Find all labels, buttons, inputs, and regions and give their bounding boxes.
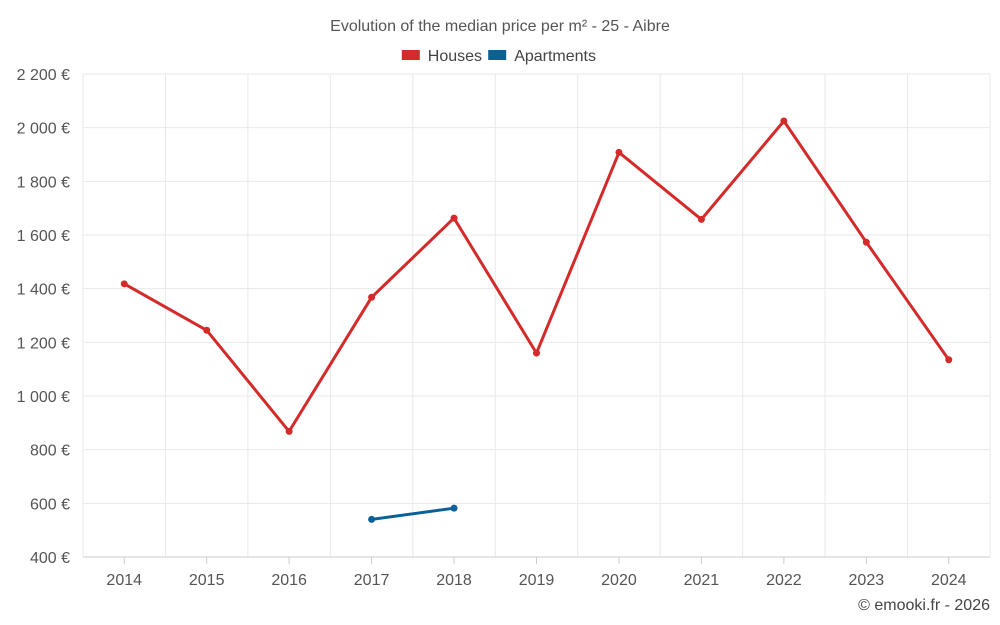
legend-swatch xyxy=(401,50,420,60)
chart-title: Evolution of the median price per m² - 2… xyxy=(330,18,670,35)
x-tick-label: 2018 xyxy=(436,572,472,589)
x-tick-label: 2023 xyxy=(849,572,885,589)
y-tick-label: 1 000 € xyxy=(17,389,70,406)
x-tick-label: 2017 xyxy=(354,572,390,589)
y-tick-label: 1 200 € xyxy=(17,335,70,352)
legend-label: Apartments xyxy=(514,48,596,65)
x-tick-label: 2019 xyxy=(519,572,555,589)
data-point-houses[interactable] xyxy=(697,215,705,223)
x-tick-label: 2015 xyxy=(189,572,225,589)
y-tick-label: 600 € xyxy=(30,496,70,513)
y-tick-label: 1 400 € xyxy=(17,282,70,299)
data-point-houses[interactable] xyxy=(368,293,376,301)
legend-item-houses[interactable]: Houses xyxy=(401,48,482,65)
data-point-houses[interactable] xyxy=(780,117,788,125)
data-point-houses[interactable] xyxy=(945,356,953,364)
data-point-houses[interactable] xyxy=(450,214,458,222)
x-tick-label: 2014 xyxy=(106,572,142,589)
data-point-houses[interactable] xyxy=(120,280,128,288)
y-tick-label: 800 € xyxy=(30,443,70,460)
y-tick-label: 2 000 € xyxy=(17,121,70,138)
y-tick-label: 1 600 € xyxy=(17,228,70,245)
y-tick-label: 2 200 € xyxy=(17,67,70,84)
data-point-houses[interactable] xyxy=(203,326,211,334)
data-point-houses[interactable] xyxy=(615,148,623,156)
legend-label: Houses xyxy=(428,48,482,65)
x-tick-label: 2016 xyxy=(271,572,307,589)
series-line-apartments xyxy=(371,506,455,521)
y-tick-label: 400 € xyxy=(30,550,70,567)
gridlines xyxy=(82,73,991,557)
legend-swatch xyxy=(488,50,507,60)
axes: 400 € 600 € 800 € 1 000 € 1 200 € 1 400 € 1 60… xyxy=(17,67,990,589)
y-tick-label: 1 800 € xyxy=(17,174,70,191)
data-point-houses[interactable] xyxy=(285,427,293,435)
series-layer xyxy=(120,117,953,523)
data-point-apartments[interactable] xyxy=(368,515,376,523)
x-tick-label: 2024 xyxy=(931,572,967,589)
x-tick-label: 2020 xyxy=(601,572,637,589)
credit-text: © emooki.fr - 2026 xyxy=(858,597,990,614)
x-tick-label: 2021 xyxy=(684,572,720,589)
legend: Houses Apartments xyxy=(401,48,596,65)
data-point-houses[interactable] xyxy=(533,349,540,357)
data-point-apartments[interactable] xyxy=(450,504,458,512)
legend-item-apartments[interactable]: Apartments xyxy=(488,48,596,65)
data-point-houses[interactable] xyxy=(862,238,870,246)
x-tick-label: 2022 xyxy=(766,572,802,589)
